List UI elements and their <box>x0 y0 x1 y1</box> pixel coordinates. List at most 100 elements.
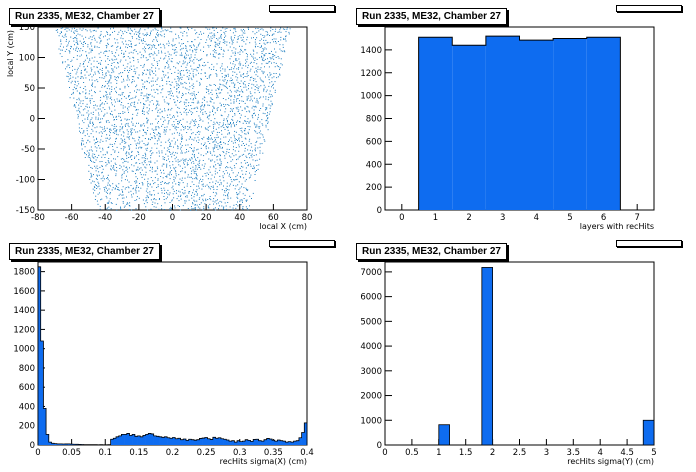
scatter-point <box>110 185 111 187</box>
scatter-point <box>206 39 208 41</box>
scatter-point <box>202 98 204 100</box>
scatter-point <box>193 147 195 149</box>
scatter-point <box>78 123 80 125</box>
scatter-point <box>270 27 272 29</box>
scatter-point <box>71 59 73 61</box>
scatter-point <box>237 39 239 40</box>
scatter-point <box>208 187 210 189</box>
scatter-point <box>219 146 221 147</box>
scatter-point <box>124 87 126 89</box>
y-tick-label: 0 <box>377 441 382 451</box>
scatter-point <box>121 139 123 141</box>
scatter-point <box>141 89 142 91</box>
histogram-bar <box>255 439 259 445</box>
scatter-point <box>269 90 271 92</box>
scatter-point <box>105 75 107 77</box>
scatter-point <box>144 144 146 146</box>
scatter-point <box>182 35 184 37</box>
scatter-point <box>177 72 179 74</box>
scatter-point <box>126 79 128 81</box>
scatter-point <box>134 90 135 92</box>
scatter-point <box>144 29 146 31</box>
scatter-point <box>219 122 221 124</box>
scatter-point <box>108 180 110 182</box>
scatter-point <box>203 206 205 208</box>
scatter-point <box>208 115 210 117</box>
scatter-point <box>142 183 144 185</box>
scatter-point <box>131 121 133 123</box>
scatter-point <box>129 61 131 63</box>
scatter-point <box>111 144 113 145</box>
scatter-point <box>105 191 107 193</box>
scatter-point <box>239 71 241 73</box>
scatter-point <box>93 124 94 125</box>
scatter-point <box>194 48 196 50</box>
scatter-point <box>99 68 101 70</box>
scatter-point <box>154 138 156 139</box>
scatter-point <box>152 65 154 66</box>
scatter-point <box>267 58 268 60</box>
scatter-point <box>144 49 146 51</box>
scatter-point <box>229 42 231 44</box>
scatter-point <box>135 50 137 52</box>
scatter-point <box>214 48 215 50</box>
scatter-point <box>196 174 197 176</box>
scatter-point <box>121 119 122 121</box>
scatter-point <box>261 63 263 65</box>
scatter-point <box>234 90 236 92</box>
scatter-point <box>146 111 148 113</box>
scatter-point <box>92 180 94 182</box>
scatter-point <box>222 84 224 86</box>
scatter-point <box>131 46 133 48</box>
scatter-point <box>136 155 137 157</box>
scatter-point <box>137 77 139 79</box>
x-tick-label: -40 <box>98 213 112 223</box>
scatter-point <box>95 159 97 161</box>
scatter-point <box>249 205 250 207</box>
scatter-point <box>177 100 178 102</box>
scatter-point <box>126 175 127 177</box>
scatter-point <box>143 203 145 205</box>
scatter-point <box>204 99 205 101</box>
scatter-point <box>262 112 264 114</box>
scatter-point <box>163 99 165 101</box>
scatter-point <box>128 52 130 54</box>
scatter-point <box>172 182 174 184</box>
scatter-point <box>191 181 193 183</box>
scatter-point <box>72 89 74 91</box>
scatter-point <box>131 194 132 196</box>
scatter-point <box>94 71 96 73</box>
scatter-point <box>177 139 178 141</box>
scatter-point <box>79 28 81 30</box>
scatter-point <box>176 95 178 97</box>
scatter-point <box>178 42 180 44</box>
scatter-point <box>203 32 205 34</box>
scatter-point <box>278 31 280 33</box>
scatter-point <box>83 131 85 133</box>
scatter-point <box>174 143 176 145</box>
scatter-point <box>95 170 97 172</box>
scatter-point <box>183 74 185 76</box>
scatter-point <box>109 113 111 114</box>
scatter-point <box>116 80 118 82</box>
x-tick-label: 0 <box>382 448 387 458</box>
scatter-point <box>104 51 106 52</box>
scatter-point <box>83 82 85 83</box>
scatter-point <box>198 161 200 163</box>
scatter-point <box>170 95 172 97</box>
scatter-point <box>138 39 140 41</box>
scatter-point <box>68 73 70 75</box>
scatter-point <box>234 142 236 144</box>
scatter-point <box>117 62 119 63</box>
scatter-point <box>203 46 205 48</box>
scatter-point <box>128 191 130 193</box>
scatter-point <box>182 125 184 127</box>
scatter-point <box>191 162 192 164</box>
scatter-point <box>112 187 114 189</box>
scatter-point <box>162 156 164 158</box>
scatter-point <box>102 74 104 76</box>
scatter-point <box>126 32 128 33</box>
scatter-point <box>241 136 243 138</box>
scatter-point <box>161 35 163 37</box>
scatter-point <box>100 118 101 120</box>
